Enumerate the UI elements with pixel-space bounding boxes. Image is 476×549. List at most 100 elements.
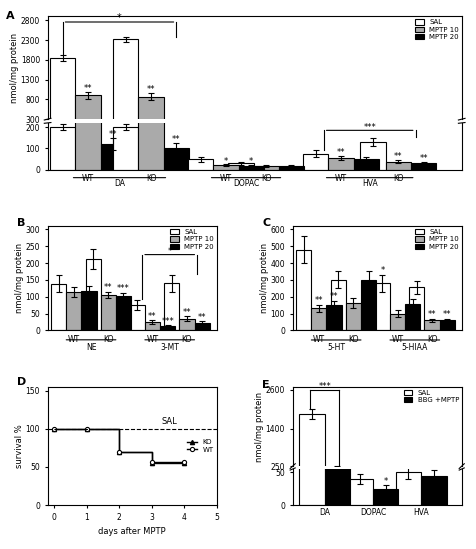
Text: **: ** (394, 152, 403, 161)
Legend: SAL, MPTP 10, MPTP 20: SAL, MPTP 10, MPTP 20 (413, 16, 462, 43)
Bar (66, 292, 81, 330)
Text: SAL: SAL (161, 417, 177, 427)
Text: *: * (224, 156, 228, 166)
Bar (50, 127, 75, 170)
Text: *: * (168, 247, 172, 256)
Bar (327, 305, 342, 330)
Bar (409, 288, 425, 330)
Bar (164, 283, 179, 330)
Text: E: E (262, 380, 270, 390)
Text: **: ** (147, 85, 155, 94)
Text: HVA: HVA (362, 180, 377, 188)
Bar (386, 161, 411, 170)
Bar (411, 163, 436, 170)
Text: **: ** (443, 310, 451, 319)
Text: **: ** (419, 154, 428, 163)
Text: ***: *** (363, 122, 376, 132)
Text: KO: KO (348, 335, 358, 344)
Bar (425, 320, 440, 330)
Bar (303, 154, 328, 170)
Text: ***: *** (117, 284, 130, 293)
KO (84, 425, 89, 432)
Bar (373, 489, 398, 505)
Text: HVA: HVA (413, 508, 429, 517)
Text: DA: DA (319, 508, 330, 517)
Bar (440, 320, 455, 330)
Line: KO: KO (52, 427, 186, 465)
Text: KO: KO (182, 335, 192, 344)
KO (181, 460, 187, 467)
Text: *: * (384, 477, 388, 486)
X-axis label: days after MPTP: days after MPTP (99, 527, 166, 536)
Text: *: * (117, 13, 122, 23)
Text: **: ** (183, 308, 191, 317)
Text: B: B (17, 217, 26, 228)
Bar (405, 304, 420, 330)
Y-axis label: nmol/mg protein: nmol/mg protein (260, 243, 269, 313)
Text: **: ** (172, 135, 181, 144)
Bar (50, 58, 75, 131)
Text: WT: WT (68, 335, 80, 344)
Legend: SAL, BBG +MPTP: SAL, BBG +MPTP (401, 386, 462, 406)
KO (149, 460, 155, 467)
Text: *: * (380, 266, 385, 275)
Text: **: ** (315, 296, 323, 305)
Y-axis label: survival %: survival % (15, 424, 24, 468)
KO (51, 425, 57, 432)
WT (51, 425, 57, 432)
Bar (346, 302, 361, 330)
Text: WT: WT (335, 174, 347, 183)
WT (149, 458, 155, 465)
Bar (188, 159, 213, 170)
Y-axis label: nmol/mg protein: nmol/mg protein (15, 243, 24, 313)
Bar (299, 0, 325, 505)
Bar (75, 0, 100, 170)
Bar (100, 144, 126, 170)
Text: **: ** (428, 310, 436, 319)
Bar (361, 280, 376, 330)
WT (84, 425, 89, 432)
Bar (129, 305, 145, 330)
Text: C: C (262, 217, 270, 228)
Text: **: ** (330, 292, 338, 301)
Text: DOPAC: DOPAC (360, 508, 386, 517)
Text: WT: WT (147, 335, 159, 344)
Bar (179, 318, 195, 330)
Text: **: ** (104, 283, 112, 292)
KO (116, 449, 122, 455)
Text: D: D (17, 377, 27, 387)
Bar (113, 40, 139, 131)
Bar (101, 295, 116, 330)
Y-axis label: nmol/mg protein: nmol/mg protein (10, 33, 19, 103)
Bar (360, 142, 386, 170)
Bar (238, 166, 264, 170)
Legend: SAL, MPTP 10, MPTP 20: SAL, MPTP 10, MPTP 20 (168, 226, 217, 253)
Text: KO: KO (393, 174, 404, 183)
Bar (51, 284, 66, 330)
Bar (228, 163, 254, 170)
Text: *: * (249, 158, 253, 166)
Bar (279, 166, 304, 170)
Bar (116, 296, 131, 330)
Bar (86, 259, 101, 330)
Text: ***: *** (318, 382, 331, 391)
Bar (164, 148, 189, 170)
Bar (213, 165, 238, 170)
Text: 3-MT: 3-MT (160, 343, 179, 351)
Bar (325, 468, 350, 474)
Bar (113, 127, 139, 170)
Bar (325, 374, 350, 505)
WT (181, 458, 187, 465)
Text: NE: NE (86, 343, 96, 351)
Bar (299, 414, 325, 474)
Bar (254, 166, 279, 170)
Bar (328, 158, 354, 170)
Bar (195, 323, 210, 330)
Text: **: ** (148, 312, 157, 321)
Bar (145, 322, 160, 330)
Text: 5-HT: 5-HT (327, 343, 345, 351)
Line: WT: WT (52, 427, 186, 464)
Text: **: ** (198, 313, 207, 322)
Text: **: ** (337, 148, 345, 157)
Text: A: A (6, 12, 15, 21)
